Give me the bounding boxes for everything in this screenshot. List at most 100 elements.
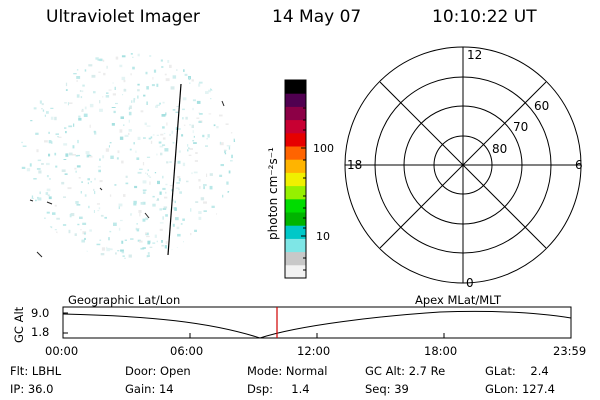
image-pixel [35,132,39,135]
image-pixel [198,179,201,182]
image-pixel [200,197,205,201]
image-pixel [119,64,123,68]
image-pixel [109,230,112,233]
image-pixel [61,181,65,185]
image-pixel [176,226,180,230]
image-pixel [89,229,92,232]
image-pixel [74,167,77,170]
image-pixel [190,233,192,236]
image-pixel [146,235,150,238]
image-pixel [76,204,81,206]
image-pixel [78,177,81,179]
image-pixel [191,172,193,175]
lat-label-60: 60 [534,99,549,113]
image-pixel [38,170,42,174]
image-pixel [90,181,92,183]
image-pixel [189,148,193,150]
image-pixel [162,144,166,146]
image-pixel [130,213,133,215]
image-pixel [75,155,79,157]
image-pixel [65,89,68,91]
image-pixel [180,223,183,225]
image-pixel [196,117,200,119]
image-pixel [195,201,199,203]
image-pixel [58,136,62,138]
colorbar-swatch [285,264,306,279]
image-pixel [84,237,86,240]
image-pixel [39,100,42,104]
image-pixel [50,107,54,109]
image-pixel [147,169,149,172]
image-pixel [209,173,213,176]
image-pixel [122,94,124,96]
image-pixel [162,101,165,104]
image-pixel [91,74,96,78]
image-pixel [210,98,212,100]
image-pixel [21,166,26,169]
image-pixel [102,59,105,62]
image-pixel [79,216,83,219]
image-pixel [222,194,224,198]
imager-disk [21,53,236,259]
image-pixel [172,141,175,144]
image-pixel [77,139,79,144]
image-pixel [191,124,194,128]
image-pixel [96,203,100,205]
image-pixel [49,178,51,180]
image-pixel [135,150,137,153]
image-pixel [143,137,146,139]
image-pixel [41,103,44,106]
image-pixel [133,200,137,204]
image-pixel [142,191,146,194]
image-pixel [121,55,126,58]
image-pixel [88,64,93,67]
image-pixel [174,200,176,204]
colorbar-swatch [285,185,306,200]
image-pixel [139,168,143,170]
image-pixel [64,127,67,129]
image-pixel [184,73,188,76]
image-pixel [84,106,87,110]
image-pixel [55,133,59,135]
image-pixel [178,150,181,153]
image-pixel [52,212,56,215]
image-pixel [68,102,73,104]
image-pixel [206,138,208,140]
image-pixel [182,108,185,111]
image-pixel [47,194,50,197]
image-pixel [65,82,68,87]
image-pixel [69,214,72,218]
image-pixel [136,223,138,225]
image-pixel [175,111,180,113]
image-pixel [224,150,226,153]
image-pixel [128,254,132,258]
image-pixel [169,64,172,68]
image-pixel [182,97,187,101]
image-pixel [122,255,125,257]
image-pixel [203,184,207,187]
image-pixel [186,180,189,183]
image-pixel [211,205,215,208]
image-pixel [77,223,80,226]
image-pixel [98,169,101,173]
image-pixel [136,229,140,232]
image-pixel [149,176,152,178]
image-pixel [89,103,94,108]
image-pixel [98,71,101,73]
image-pixel [113,222,117,226]
image-pixel [101,247,106,251]
image-pixel [176,106,180,107]
image-pixel [190,208,192,212]
image-pixel [114,86,116,90]
image-pixel [191,79,194,82]
image-pixel [159,222,164,224]
image-pixel [178,178,181,182]
image-pixel [195,152,198,154]
image-pixel [48,140,52,144]
image-pixel [230,160,233,162]
image-pixel [164,245,168,249]
image-pixel [65,153,69,157]
image-pixel [162,187,166,190]
image-pixel [228,170,231,174]
